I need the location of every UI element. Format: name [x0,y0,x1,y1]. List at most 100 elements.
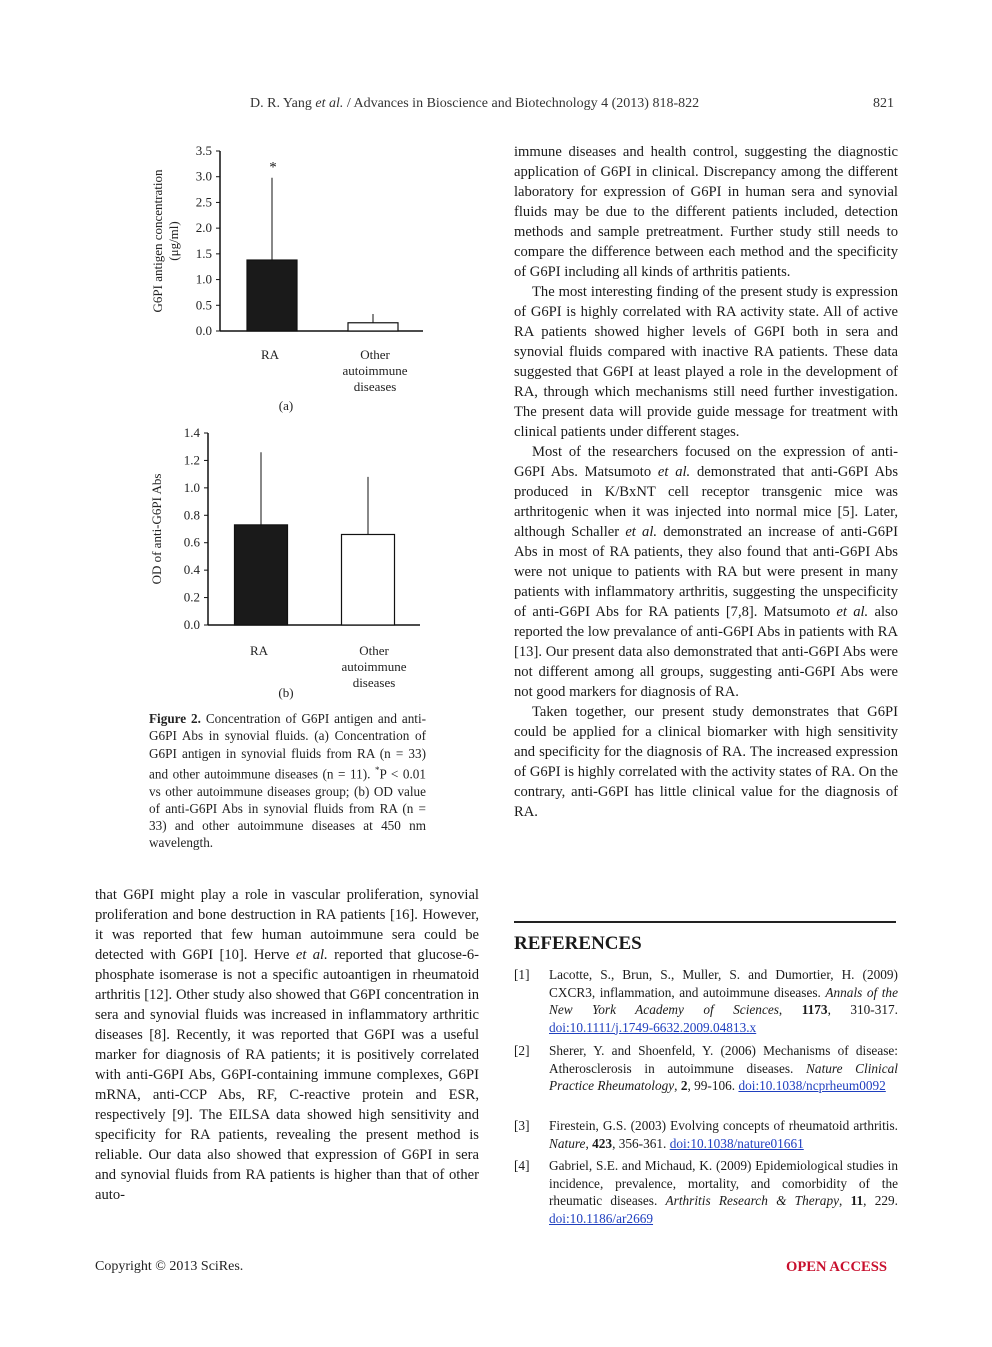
page-number: 821 [873,96,894,111]
y-tick-label: 2.0 [196,220,212,235]
y-axis-label-line1: G6PI antigen concentration [150,169,165,312]
ref-volume: 11 [850,1193,864,1208]
panel-label: (a) [279,398,293,413]
ref-journal: Annals of the New York Academy of Scienc… [549,984,898,1018]
x-category-label: autoimmune [342,659,407,674]
ref-authors: Firestein, G.S. (2003) Evolving concepts… [549,1118,898,1133]
right-paragraph-4: Taken together, our present study demons… [514,704,898,820]
right-column-text: immune diseases and health control, sugg… [514,142,898,822]
y-tick-label: 0.4 [184,562,201,577]
header-journal: / Advances in Bioscience and Biotechnolo… [346,96,700,111]
y-tick-label: 0.6 [184,535,201,550]
reference-body: Lacotte, S., Brun, S., Muller, S. and Du… [549,966,898,1036]
ref-authors: Lacotte, S., Brun, S., Muller, S. and Du… [549,967,898,1000]
ref-pages: , 310-317. [827,1002,898,1017]
x-category-label: Other [359,643,389,658]
ref-pages: , 229. [863,1193,898,1208]
y-axis-label: OD of anti-G6PI Abs [149,474,164,585]
caption-sup: * [375,764,380,775]
y-tick-label: 0.0 [184,617,200,632]
figure-label: Figure 2. [149,711,201,726]
y-tick-label: 0.5 [196,297,212,312]
reference-number: [4] [514,1158,530,1173]
right-paragraph-3: Most of the researchers focused on the e… [514,442,898,702]
ref-authors: Gabriel, S.E. and Michaud, K. (2009) Epi… [549,1158,898,1208]
right-p3-b: demonstrated that anti-G6PI Abs produced… [514,464,898,540]
reference-3: [3] Firestein, G.S. (2003) Evolving conc… [514,1117,898,1153]
ref-doi-link[interactable]: doi:10.1038/ncprheum0092 [738,1078,886,1093]
left-p1-b: reported that glucose-6-phosphate isomer… [95,947,479,1203]
ref-pages: , 356-361. [612,1135,670,1151]
y-tick-label: 3.5 [196,143,212,158]
ref-doi-link[interactable]: doi:10.1186/ar2669 [549,1210,654,1226]
y-tick-label: 0.2 [184,590,200,605]
y-tick-label: 1.2 [184,452,200,467]
references-heading: REFERENCES [514,933,642,954]
ref-sep: , [585,1135,593,1151]
reference-number: [2] [514,1043,530,1058]
bar-other [340,533,396,626]
ref-journal: Arthritis Research & Therapy [665,1193,839,1208]
chart-a: 0.0 0.5 1.0 1.5 2.0 2.5 3.0 3.5 G6PI antigen con… [150,143,423,413]
open-access-badge: OPEN ACCESS [786,1259,887,1275]
reference-2: [2] Sherer, Y. and Shoenfeld, Y. (2006) … [514,1042,898,1112]
right-paragraph-2: The most interesting finding of the pres… [514,284,898,440]
copyright: Copyright © 2013 SciRes. [95,1259,244,1274]
reference-body: Sherer, Y. and Shoenfeld, Y. (2006) Mech… [549,1042,898,1095]
left-column-text: that G6PI might play a role in vascular … [95,885,479,1205]
ref-sep: , [839,1193,851,1208]
left-p1-etal: et al. [295,947,328,963]
reference-number: [3] [514,1118,530,1133]
ref-sep: , [778,1002,802,1017]
ref-doi-link[interactable]: doi:10.1038/nature01661 [669,1135,804,1151]
figure-2b: 0.0 0.2 0.4 0.6 0.8 1.0 1.2 1.4 OD of anti-G6PI … [148,422,438,704]
y-tick-label: 1.4 [184,425,201,440]
header-authors: D. R. Yang [250,96,312,111]
header-title: D. R. Yang et al. / Advances in Bioscien… [250,96,699,112]
y-tick-label: 1.5 [196,246,212,261]
caption-text-a: Concentration of G6PI antigen and anti-G… [149,711,427,782]
reference-body: Firestein, G.S. (2003) Evolving concepts… [549,1117,898,1152]
ref-doi-link[interactable]: doi:10.1111/j.1749-6632.2009.04813.x [549,1019,757,1035]
chart-b: 0.0 0.2 0.4 0.6 0.8 1.0 1.2 1.4 OD of anti-G6PI … [149,425,420,700]
right-p3-d: also reported the low prevalance of anti… [514,604,898,700]
y-tick-label: 1.0 [196,272,212,287]
ref-pages: , 99-106. [687,1078,739,1093]
y-tick-label: 3.0 [196,169,212,184]
running-header: D. R. Yang et al. / Advances in Bioscien… [0,96,992,116]
x-category-label: Other [360,347,390,362]
y-tick-label: 1.0 [184,480,200,495]
right-p3-c: demonstrated an increase of anti-G6PI Ab… [514,524,899,620]
right-p3-etal1: et al. [657,464,691,480]
x-category-label: diseases [354,379,397,394]
left-p1-a: that G6PI might play a role in vascular … [95,887,479,963]
ref-journal: Nature [549,1135,586,1151]
right-p3-etal3: et al. [836,604,869,620]
y-tick-label: 2.5 [196,194,212,209]
caption-text-b: P < 0.01 vs other autoimmune diseases gr… [149,766,426,851]
ref-journal: Nature Clinical Practice Rheumatology [549,1060,898,1094]
x-category-label: RA [261,347,280,362]
x-category-label: diseases [353,675,396,690]
y-tick-label: 0.0 [196,323,212,338]
significance-annotation: * [269,160,277,176]
ref-volume: 423 [592,1135,613,1151]
bar-ra [233,524,289,626]
figure-caption: Figure 2. Concentration of G6PI antigen … [149,710,426,852]
header-etal: et al. [315,96,344,111]
right-p3-a: Most of the researchers focused on the e… [514,444,898,480]
x-category-label: autoimmune [343,363,408,378]
ref-authors: Sherer, Y. and Shoenfeld, Y. (2006) Mech… [549,1043,898,1076]
panel-label: (b) [278,685,293,700]
y-axis-label-line2: (μg/ml) [166,221,181,260]
reference-4: [4] Gabriel, S.E. and Michaud, K. (2009)… [514,1157,898,1227]
references-rule [514,921,896,923]
reference-number: [1] [514,967,530,982]
right-paragraph-1: immune diseases and health control, sugg… [514,144,898,280]
right-p3-etal2: et al. [625,524,658,540]
reference-1: [1] Lacotte, S., Brun, S., Muller, S. an… [514,966,898,1036]
reference-body: Gabriel, S.E. and Michaud, K. (2009) Epi… [549,1157,898,1227]
ref-volume: 1173 [801,1002,828,1017]
y-tick-label: 0.8 [184,507,200,522]
ref-sep: , [674,1078,681,1093]
